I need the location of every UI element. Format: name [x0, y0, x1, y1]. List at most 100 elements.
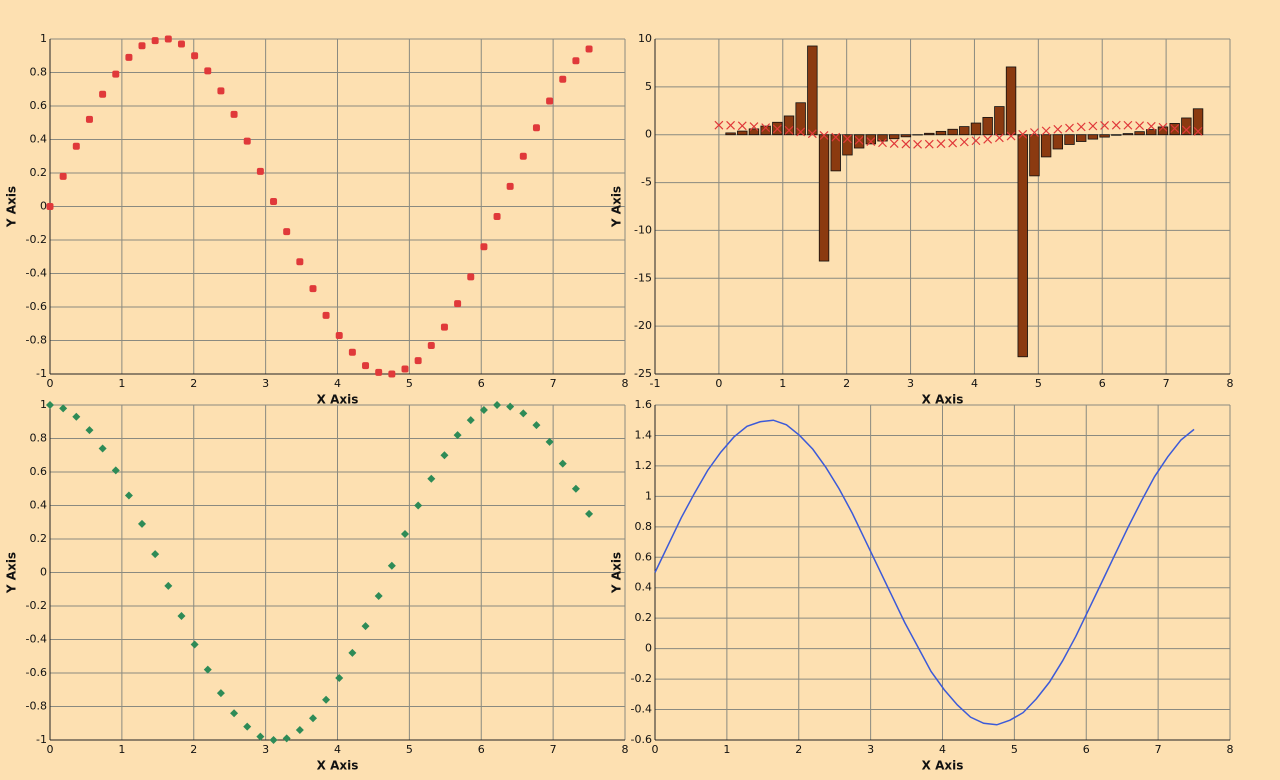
x-tick-label: 3: [262, 377, 269, 390]
point: [374, 591, 383, 600]
point: [335, 674, 344, 683]
y-tick-label: -0.6: [631, 733, 652, 746]
point: [506, 182, 514, 190]
bar: [1134, 131, 1145, 136]
point: [1006, 131, 1016, 141]
point: [572, 57, 580, 65]
point: [585, 509, 594, 518]
bar: [1029, 134, 1040, 177]
point: [854, 135, 864, 145]
point: [1170, 124, 1180, 133]
point: [807, 129, 817, 139]
point: [204, 67, 212, 75]
point: [558, 459, 567, 468]
point: [726, 120, 736, 130]
x-tick-label: 0: [715, 377, 722, 390]
bar: [947, 128, 958, 136]
y-tick-label: 0.2: [635, 611, 653, 624]
y-tick-label: 0.8: [635, 520, 653, 533]
y-tick-label: 10: [638, 32, 652, 45]
point: [400, 529, 409, 538]
point: [296, 258, 304, 266]
point: [243, 137, 251, 145]
point: [387, 561, 396, 570]
point: [164, 35, 172, 43]
y-tick-label: -5: [641, 176, 652, 189]
point: [1041, 126, 1051, 136]
point: [216, 689, 225, 698]
point: [138, 519, 146, 528]
bar: [1192, 108, 1204, 136]
point: [467, 273, 475, 281]
point: [388, 370, 396, 378]
point: [983, 134, 993, 144]
subplot: 0 1 2 3 4 5 6 7 8-0.6-0.4-0.200.20.40.60.811.21.…: [610, 398, 1234, 773]
point: [125, 53, 133, 61]
bar: [1076, 134, 1087, 142]
y-tick-label: 1: [645, 489, 652, 502]
subplot: 0 1 2 3 4 5 6 7 8 -1 -0.8 -0.6 -0.4 -0.2 0 0.2 0.4 0.6 0.8…: [5, 398, 629, 773]
x-tick-label: 0: [47, 377, 54, 390]
point: [269, 736, 278, 744]
bar: [830, 134, 841, 172]
point: [1030, 128, 1039, 137]
x-tick-label: 3: [907, 377, 914, 390]
y-axis-title: Y Axis: [5, 186, 19, 228]
bar: [795, 102, 806, 136]
y-tick-label: -0.6: [26, 300, 47, 313]
y-tick-label: 0.2: [30, 166, 48, 179]
y-tick-label: 0.4: [30, 133, 48, 146]
point: [111, 466, 120, 475]
point: [85, 426, 94, 435]
x-tick-label: 2: [795, 743, 802, 756]
y-tick-label: -0.4: [26, 633, 47, 646]
bar: [935, 130, 947, 136]
point: [796, 127, 806, 137]
bar: [725, 132, 736, 136]
point: [761, 123, 771, 133]
bar: [807, 45, 818, 136]
point: [427, 474, 436, 483]
bar: [959, 126, 970, 136]
point: [1088, 121, 1098, 131]
point: [1053, 124, 1063, 134]
y-tick-label: 1.6: [635, 398, 653, 411]
x-tick-label: 4: [334, 377, 341, 390]
point: [453, 431, 462, 440]
point: [819, 131, 829, 140]
point: [971, 136, 981, 146]
point: [112, 70, 120, 78]
x-tick-label: 5: [406, 743, 413, 756]
y-tick-label: 1: [40, 398, 47, 411]
x-tick-label: 6: [1099, 377, 1106, 390]
point: [283, 228, 291, 236]
bar: [1064, 134, 1075, 145]
point: [151, 37, 159, 45]
point: [322, 695, 331, 704]
x-tick-label: 6: [478, 743, 485, 756]
x-tick-label: 4: [971, 377, 978, 390]
point: [784, 125, 794, 135]
point: [361, 622, 370, 631]
bar: [1087, 134, 1099, 140]
x-tick-label: 0: [47, 743, 54, 756]
point: [1158, 122, 1168, 132]
point: [217, 87, 225, 95]
point: [545, 437, 554, 446]
point: [866, 137, 876, 147]
point: [519, 152, 527, 160]
y-tick-label: -15: [634, 271, 652, 284]
y-tick-label: -0.2: [26, 599, 47, 612]
point: [440, 451, 449, 460]
point: [1135, 121, 1145, 131]
y-tick-label: -0.8: [26, 334, 47, 347]
x-tick-label: 7: [550, 743, 557, 756]
point: [46, 401, 54, 409]
bar: [853, 134, 865, 149]
point: [59, 404, 68, 413]
line: [654, 419, 1195, 726]
x-tick-label: 8: [1227, 377, 1234, 390]
y-tick-label: 0: [40, 566, 47, 579]
bar: [783, 115, 795, 136]
x-tick-label: 5: [1011, 743, 1018, 756]
